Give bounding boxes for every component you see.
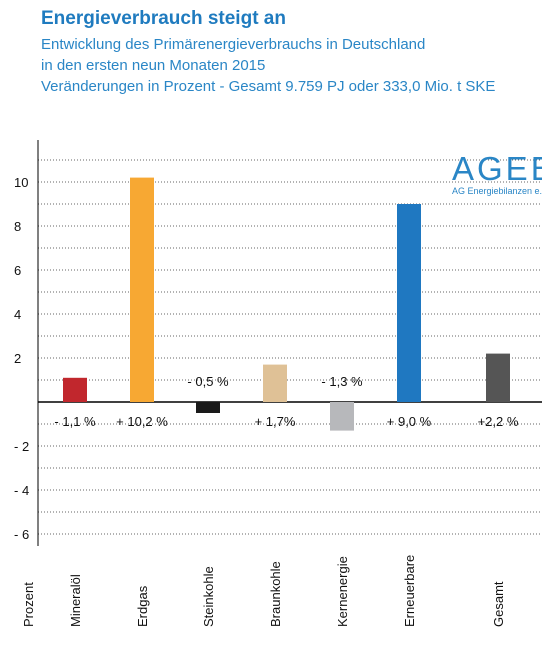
chart-subtitle-line-2: in den ersten neun Monaten 2015 [41, 57, 266, 74]
bar [63, 377, 87, 402]
y-axis-label: Prozent [21, 582, 36, 627]
category-label: Steinkohle [201, 566, 216, 627]
y-tick-label: 8 [14, 219, 21, 234]
bar [397, 204, 421, 402]
data-label: - 0,5 % [187, 374, 229, 389]
data-label: + 9,0 % [387, 414, 432, 429]
bars [63, 177, 510, 431]
data-label: + 1,7% [255, 414, 296, 429]
y-tick-label: 10 [14, 175, 28, 190]
category-label: Erneuerbare [402, 555, 417, 627]
category-label: Mineralöl [68, 574, 83, 627]
data-label: - 1,3 % [321, 374, 363, 389]
chart-subtitle-line-1: Entwicklung des Primärenergieverbrauchs … [41, 36, 426, 53]
category-label: Braunkohle [268, 561, 283, 627]
category-label: Erdgas [135, 585, 150, 627]
category-label: Gesamt [491, 581, 506, 627]
data-label: + 10,2 % [116, 414, 168, 429]
data-label: +2,2 % [478, 414, 519, 429]
y-tick-label: 6 [14, 263, 21, 278]
data-label: - 1,1 % [54, 414, 96, 429]
ageb-logo-subtitle: AG Energiebilanzen e.V. [452, 186, 542, 196]
category-labels: Mineralöl Erdgas Steinkohle Braunkohle Kerne… [68, 555, 506, 627]
bar [130, 177, 154, 402]
bar [330, 402, 354, 431]
bar [486, 353, 510, 402]
y-tick-labels: 10 8 6 4 2 - 2 - 4 - 6 [14, 175, 29, 542]
gridlines [38, 159, 542, 535]
category-label: Kernenergie [335, 556, 350, 627]
ageb-logo: AGEB [452, 150, 542, 187]
bar [196, 402, 220, 413]
chart-title: Energieverbrauch steigt an [41, 8, 286, 29]
y-tick-label: - 4 [14, 483, 29, 498]
y-tick-label: - 6 [14, 527, 29, 542]
chart-subtitle-line-3: Veränderungen in Prozent - Gesamt 9.759 … [41, 78, 496, 95]
data-labels: - 1,1 % + 10,2 % - 0,5 % + 1,7% - 1,3 % + 9,0… [54, 374, 518, 429]
bar [263, 364, 287, 402]
y-tick-label: - 2 [14, 439, 29, 454]
y-tick-label: 4 [14, 307, 21, 322]
y-tick-label: 2 [14, 351, 21, 366]
